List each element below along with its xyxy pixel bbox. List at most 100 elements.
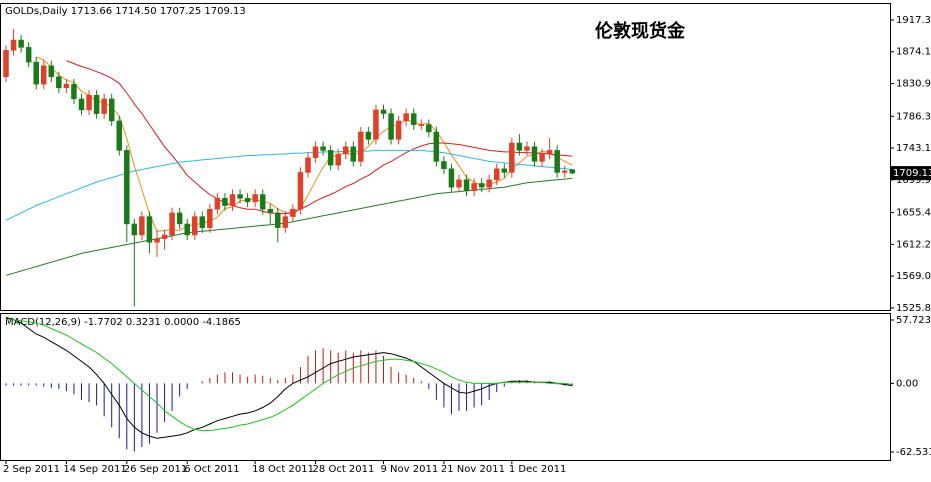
x-tick-label: 9 Nov 2011	[381, 464, 439, 475]
candle-body	[388, 113, 394, 140]
candle-body	[139, 216, 145, 236]
candle-body	[169, 212, 175, 236]
candle-body	[380, 109, 387, 114]
candle-body	[546, 150, 553, 155]
candle-body	[426, 124, 432, 133]
candle-body	[448, 168, 455, 188]
candle-body	[531, 146, 538, 162]
candle-body	[282, 216, 289, 228]
candle-body	[350, 146, 357, 162]
y-tick-label: 1786.35	[896, 111, 931, 122]
candle-body	[320, 146, 326, 151]
y-tick-label: 1917.30	[896, 15, 931, 26]
candle-body	[124, 150, 130, 225]
candle-body	[176, 212, 183, 225]
chart-title: 伦敦现货金	[595, 20, 686, 42]
candle-body	[501, 168, 508, 173]
candle-body	[184, 223, 190, 236]
candle-body	[456, 179, 462, 188]
candle-body	[244, 197, 251, 203]
candle-body	[207, 208, 213, 228]
y-tick-label: 1699.95	[896, 175, 931, 186]
candle-body	[154, 238, 160, 243]
candle-body	[192, 216, 198, 236]
candle-body	[41, 65, 47, 85]
candle-body	[343, 146, 349, 155]
x-tick-label: 26 Sep 2011	[124, 464, 187, 475]
macd-line	[6, 319, 573, 432]
candle-body	[478, 183, 485, 188]
main-panel	[0, 3, 891, 311]
candle-body	[48, 65, 55, 78]
candle-body	[18, 39, 24, 48]
candle-body	[486, 179, 492, 188]
candle-body	[131, 223, 138, 236]
y-tick-label: 1525.80	[896, 303, 931, 314]
last-price-box	[891, 166, 931, 181]
moving-average	[5, 177, 573, 276]
candle-body	[463, 179, 470, 192]
y-tick-label: 1655.40	[896, 208, 931, 219]
candle-body	[25, 47, 32, 63]
y-tick-label: 1830.90	[896, 79, 931, 90]
x-tick-label: 6 Oct 2011	[184, 464, 239, 475]
candle-body	[509, 142, 515, 173]
candle-body	[433, 131, 440, 162]
candle-body	[335, 153, 341, 166]
candle-body	[93, 94, 100, 114]
x-tick-label: 28 Oct 2011	[313, 464, 375, 475]
candle-body	[516, 142, 523, 151]
candle-body	[63, 83, 70, 89]
moving-average	[5, 149, 573, 221]
x-tick-label: 1 Dec 2011	[509, 464, 567, 475]
x-tick-label: 21 Nov 2011	[441, 464, 505, 475]
candle-body	[101, 98, 107, 114]
candle-body	[275, 212, 281, 228]
candle-body	[327, 150, 334, 166]
macd-label: MACD(12,26,9) -1.7702 0.3231 0.0000 -4.1…	[5, 317, 241, 328]
candle-body	[358, 131, 364, 162]
candle-body	[108, 98, 115, 122]
candle-body	[410, 113, 417, 125]
macd-panel	[0, 313, 891, 461]
x-tick-label: 18 Oct 2011	[252, 464, 314, 475]
candle-body	[561, 170, 568, 173]
candle-body	[395, 120, 402, 140]
candle-body	[441, 161, 447, 170]
candle-body	[403, 113, 409, 122]
candle-body	[56, 76, 62, 89]
candle-body	[229, 194, 236, 206]
candle-body	[471, 183, 477, 192]
moving-average	[66, 60, 573, 215]
y-tick-label: 1612.20	[896, 239, 931, 250]
candle-body	[569, 169, 575, 174]
candle-body	[116, 120, 122, 151]
candle-body	[524, 146, 530, 151]
candle-body	[252, 194, 258, 203]
candle-body	[86, 94, 92, 111]
candle-body	[10, 39, 17, 51]
candle-body	[71, 83, 77, 100]
candle-body	[365, 131, 372, 140]
candle-body	[259, 194, 266, 210]
candle-body	[297, 172, 304, 210]
candle-body	[267, 208, 273, 214]
candle-body	[146, 216, 153, 243]
x-tick-label: 2 Sep 2011	[3, 464, 60, 475]
y-tick-label: 1743.15	[896, 143, 931, 154]
candle-body	[237, 194, 243, 199]
candle-body	[78, 98, 85, 111]
y-tick-label: 57.7231	[896, 315, 931, 326]
candle-body	[290, 208, 296, 217]
y-tick-label: 0.00	[896, 378, 918, 389]
x-tick-label: 14 Sep 2011	[63, 464, 126, 475]
candle-body	[539, 153, 545, 162]
y-tick-label: 1569.00	[896, 271, 931, 282]
candle-body	[305, 157, 311, 173]
candle-body	[199, 216, 206, 228]
y-tick-label: 1874.10	[896, 47, 931, 58]
candle-body	[214, 197, 221, 210]
candle-body	[33, 61, 39, 85]
